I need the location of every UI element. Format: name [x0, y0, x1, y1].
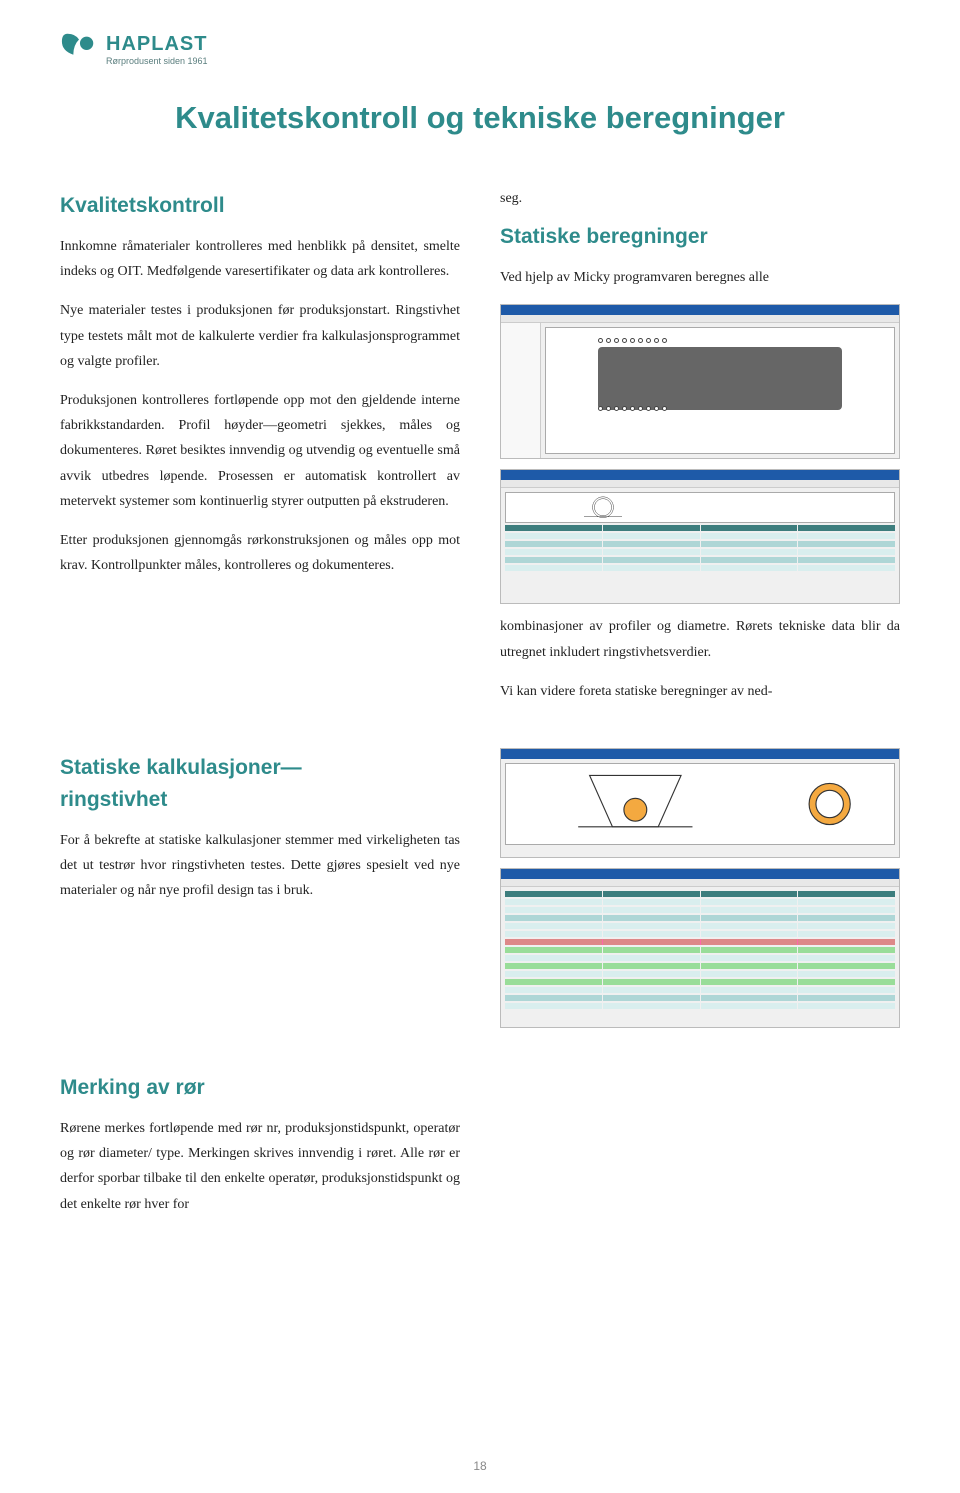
para-4: Etter produksjonen gjennomgås rørkonstru… — [60, 528, 460, 578]
upper-columns: Kvalitetskontroll Innkomne råmaterialer … — [60, 186, 900, 718]
heading-statiske-beregninger: Statiske beregninger — [500, 225, 900, 249]
logo: HAPLAST Rørprodusent siden 1961 — [60, 30, 208, 68]
brand-name: HAPLAST — [106, 33, 208, 56]
brand-tagline: Rørprodusent siden 1961 — [106, 56, 208, 66]
para-r2: kombinasjoner av profiler og diametre. R… — [500, 614, 900, 664]
para-r1: Ved hjelp av Micky programvaren beregnes… — [500, 265, 900, 290]
heading-statiske-kalkulasjoner-a: Statiske kalkulasjoner— — [60, 756, 460, 780]
para-ll1: For å bekrefte at statiske kalkulasjoner… — [60, 828, 460, 904]
para-seg: seg. — [500, 186, 900, 211]
merking-row: Merking av rør Rørene merkes fortløpende… — [60, 1068, 900, 1231]
right-column: seg. Statiske beregninger Ved hjelp av M… — [500, 186, 900, 718]
para-merking: Rørene merkes fortløpende med rør nr, pr… — [60, 1116, 460, 1217]
heading-merking: Merking av rør — [60, 1076, 460, 1100]
heading-kvalitetskontroll: Kvalitetskontroll — [60, 194, 460, 218]
lower-columns: Statiske kalkulasjoner— ringstivhet For … — [60, 748, 900, 1038]
para-1: Innkomne råmaterialer kontrolleres med h… — [60, 234, 460, 284]
page-title: Kvalitetskontroll og tekniske beregninge… — [60, 100, 900, 136]
lower-left-column: Statiske kalkulasjoner— ringstivhet For … — [60, 748, 460, 1038]
para-r3: Vi kan videre foreta statiske beregninge… — [500, 679, 900, 704]
para-3: Produksjonen kontrolleres fortløpende op… — [60, 388, 460, 514]
para-2: Nye materialer testes i produksjonen før… — [60, 298, 460, 374]
lower-right-column — [500, 748, 900, 1038]
software-screenshot-4 — [500, 868, 900, 1028]
empty-column — [500, 1068, 900, 1231]
logo-mark-icon — [60, 30, 98, 68]
left-column: Kvalitetskontroll Innkomne råmaterialer … — [60, 186, 460, 718]
software-screenshot-2 — [500, 469, 900, 604]
heading-statiske-kalkulasjoner-b: ringstivhet — [60, 788, 460, 812]
software-screenshot-1 — [500, 304, 900, 459]
software-screenshot-3 — [500, 748, 900, 858]
page-number: 18 — [0, 1459, 960, 1473]
merking-column: Merking av rør Rørene merkes fortløpende… — [60, 1068, 460, 1231]
